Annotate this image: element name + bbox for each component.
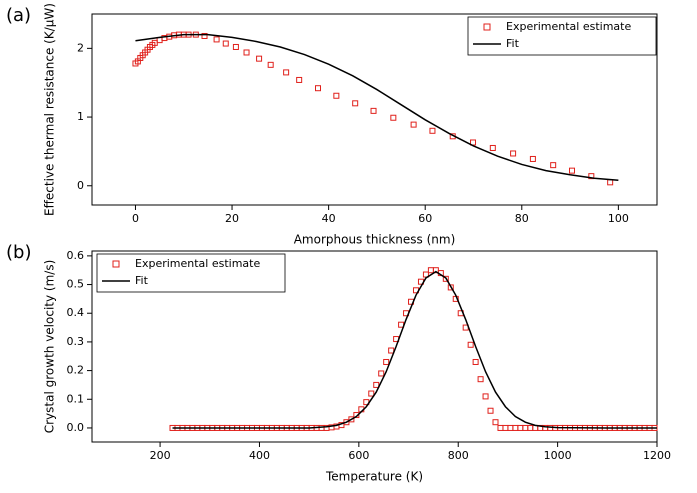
panel-label: (b) bbox=[6, 242, 31, 263]
y-tick-label: 0 bbox=[77, 179, 84, 192]
data-point bbox=[388, 347, 395, 354]
data-point bbox=[550, 162, 557, 169]
y-tick-label: 0.4 bbox=[67, 306, 85, 319]
y-tick-label: 0.2 bbox=[67, 364, 85, 377]
data-point bbox=[492, 419, 499, 426]
plot-frame bbox=[91, 250, 658, 443]
data-point bbox=[378, 370, 385, 377]
data-point bbox=[482, 393, 489, 400]
data-point bbox=[487, 407, 494, 414]
x-axis-label: Amorphous thickness (nm) bbox=[294, 233, 456, 247]
data-point bbox=[442, 275, 449, 282]
data-point bbox=[213, 36, 220, 43]
x-tick-label: 600 bbox=[348, 449, 369, 462]
legend-swatch bbox=[112, 260, 120, 268]
data-point bbox=[352, 100, 359, 107]
x-tick-label: 100 bbox=[608, 212, 629, 225]
x-tick-label: 80 bbox=[515, 212, 529, 225]
data-point bbox=[472, 358, 479, 365]
data-point bbox=[410, 121, 417, 128]
data-point bbox=[507, 424, 514, 431]
y-tick-label: 1 bbox=[77, 110, 84, 123]
y-tick-label: 0.1 bbox=[67, 392, 85, 405]
data-point bbox=[527, 424, 534, 431]
panel-label: (a) bbox=[6, 5, 31, 26]
legend-box bbox=[96, 253, 286, 293]
x-tick-label: 200 bbox=[150, 449, 171, 462]
data-point bbox=[256, 55, 263, 62]
data-point bbox=[517, 424, 524, 431]
data-point bbox=[467, 341, 474, 348]
fit-line bbox=[172, 270, 657, 429]
data-point bbox=[383, 358, 390, 365]
data-point bbox=[373, 381, 380, 388]
data-point bbox=[510, 150, 517, 157]
data-point bbox=[348, 416, 355, 423]
data-point bbox=[232, 43, 239, 50]
data-point bbox=[422, 271, 429, 278]
legend-label: Experimental estimate bbox=[135, 257, 260, 270]
y-tick-label: 0.0 bbox=[67, 421, 85, 434]
data-point bbox=[502, 424, 509, 431]
x-tick-label: 1000 bbox=[544, 449, 572, 462]
y-axis-label: Effective thermal resistance (K/μW) bbox=[43, 3, 57, 216]
data-point bbox=[429, 127, 436, 134]
plot-frame bbox=[91, 13, 658, 206]
data-point bbox=[333, 92, 340, 99]
data-point bbox=[588, 173, 595, 180]
x-tick-label: 20 bbox=[225, 212, 239, 225]
legend-label: Fit bbox=[506, 37, 520, 50]
y-axis-label: Crystal growth velocity (m/s) bbox=[43, 260, 57, 434]
x-tick-label: 0 bbox=[132, 212, 139, 225]
y-tick-label: 0.5 bbox=[67, 278, 85, 291]
data-point bbox=[390, 114, 397, 121]
x-axis-label: Temperature (K) bbox=[325, 470, 423, 484]
data-point bbox=[201, 32, 208, 39]
x-tick-label: 800 bbox=[448, 449, 469, 462]
data-point bbox=[296, 76, 303, 83]
data-point bbox=[267, 61, 274, 68]
x-tick-label: 40 bbox=[322, 212, 336, 225]
data-point bbox=[368, 390, 375, 397]
data-point bbox=[489, 144, 496, 151]
legend-swatch bbox=[483, 23, 491, 31]
data-point bbox=[283, 69, 290, 76]
x-tick-label: 400 bbox=[249, 449, 270, 462]
data-point bbox=[477, 376, 484, 383]
data-point bbox=[512, 424, 519, 431]
data-point bbox=[370, 107, 377, 114]
data-point bbox=[497, 424, 504, 431]
legend-label: Fit bbox=[135, 274, 149, 287]
data-point bbox=[569, 167, 576, 174]
x-tick-label: 1200 bbox=[643, 449, 671, 462]
legend-label: Experimental estimate bbox=[506, 20, 631, 33]
y-tick-label: 0.3 bbox=[67, 335, 85, 348]
data-point bbox=[315, 85, 321, 92]
data-point bbox=[243, 49, 250, 56]
y-tick-label: 0.6 bbox=[67, 249, 85, 262]
fit-line bbox=[135, 33, 619, 182]
data-point bbox=[607, 179, 614, 186]
x-tick-label: 60 bbox=[418, 212, 432, 225]
legend-box bbox=[467, 16, 657, 56]
data-point bbox=[447, 284, 454, 291]
data-point bbox=[522, 424, 529, 431]
data-point bbox=[529, 155, 536, 162]
data-point bbox=[427, 267, 434, 274]
data-point bbox=[222, 40, 229, 47]
y-tick-label: 2 bbox=[77, 41, 84, 54]
